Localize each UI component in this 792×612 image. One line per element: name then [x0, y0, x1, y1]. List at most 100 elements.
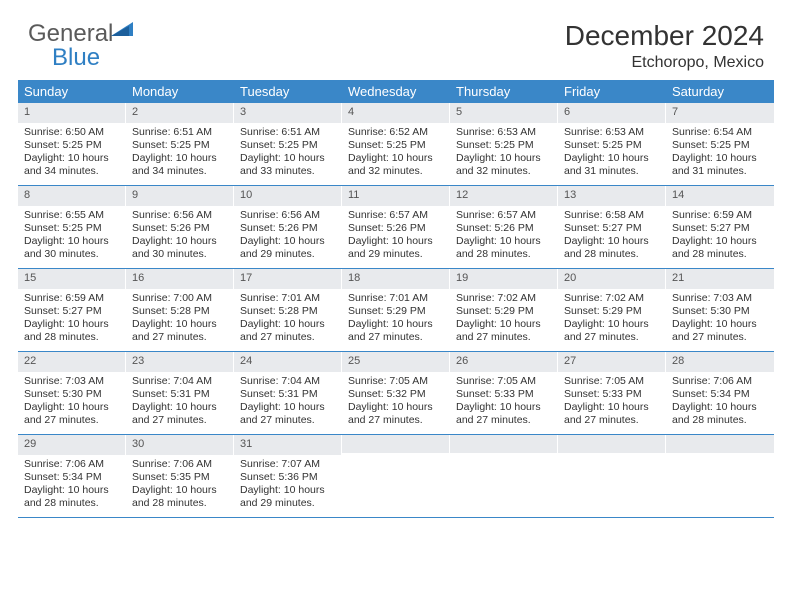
- sunset-text: Sunset: 5:29 PM: [456, 305, 552, 318]
- day-cell: 10Sunrise: 6:56 AMSunset: 5:26 PMDayligh…: [234, 186, 342, 268]
- day-content: Sunrise: 7:06 AMSunset: 5:34 PMDaylight:…: [18, 455, 126, 516]
- day-cell: 13Sunrise: 6:58 AMSunset: 5:27 PMDayligh…: [558, 186, 666, 268]
- day-number: 25: [342, 352, 450, 372]
- daylight-text: and 27 minutes.: [564, 331, 660, 344]
- day-cell: 25Sunrise: 7:05 AMSunset: 5:32 PMDayligh…: [342, 352, 450, 434]
- day-content: Sunrise: 7:02 AMSunset: 5:29 PMDaylight:…: [558, 289, 666, 350]
- daylight-text: Daylight: 10 hours: [672, 318, 768, 331]
- sunset-text: Sunset: 5:30 PM: [672, 305, 768, 318]
- sunrise-text: Sunrise: 7:01 AM: [348, 292, 444, 305]
- sunrise-text: Sunrise: 6:52 AM: [348, 126, 444, 139]
- day-content: Sunrise: 6:51 AMSunset: 5:25 PMDaylight:…: [234, 123, 342, 184]
- daylight-text: Daylight: 10 hours: [240, 401, 336, 414]
- day-content: Sunrise: 7:01 AMSunset: 5:28 PMDaylight:…: [234, 289, 342, 350]
- sunset-text: Sunset: 5:28 PM: [132, 305, 228, 318]
- sunrise-text: Sunrise: 7:05 AM: [348, 375, 444, 388]
- weekday-header: Saturday: [666, 80, 774, 103]
- sunrise-text: Sunrise: 7:03 AM: [24, 375, 120, 388]
- daylight-text: Daylight: 10 hours: [672, 235, 768, 248]
- day-cell: 1Sunrise: 6:50 AMSunset: 5:25 PMDaylight…: [18, 103, 126, 185]
- day-number: 3: [234, 103, 342, 123]
- sunset-text: Sunset: 5:28 PM: [240, 305, 336, 318]
- day-cell: 15Sunrise: 6:59 AMSunset: 5:27 PMDayligh…: [18, 269, 126, 351]
- daylight-text: Daylight: 10 hours: [564, 235, 660, 248]
- day-number: [666, 435, 774, 453]
- sunset-text: Sunset: 5:25 PM: [132, 139, 228, 152]
- daylight-text: and 33 minutes.: [240, 165, 336, 178]
- daylight-text: and 27 minutes.: [240, 331, 336, 344]
- day-number: 17: [234, 269, 342, 289]
- sunrise-text: Sunrise: 6:54 AM: [672, 126, 768, 139]
- sunset-text: Sunset: 5:31 PM: [132, 388, 228, 401]
- sunset-text: Sunset: 5:29 PM: [348, 305, 444, 318]
- sunset-text: Sunset: 5:34 PM: [672, 388, 768, 401]
- day-content: Sunrise: 6:55 AMSunset: 5:25 PMDaylight:…: [18, 206, 126, 267]
- day-cell: 9Sunrise: 6:56 AMSunset: 5:26 PMDaylight…: [126, 186, 234, 268]
- sunset-text: Sunset: 5:25 PM: [24, 222, 120, 235]
- sunrise-text: Sunrise: 6:57 AM: [456, 209, 552, 222]
- day-number: [342, 435, 450, 453]
- week-row: 15Sunrise: 6:59 AMSunset: 5:27 PMDayligh…: [18, 269, 774, 352]
- daylight-text: Daylight: 10 hours: [348, 401, 444, 414]
- daylight-text: and 30 minutes.: [24, 248, 120, 261]
- day-content: Sunrise: 6:58 AMSunset: 5:27 PMDaylight:…: [558, 206, 666, 267]
- daylight-text: Daylight: 10 hours: [564, 401, 660, 414]
- sunrise-text: Sunrise: 7:06 AM: [672, 375, 768, 388]
- day-number: 11: [342, 186, 450, 206]
- daylight-text: Daylight: 10 hours: [132, 152, 228, 165]
- day-content: Sunrise: 7:03 AMSunset: 5:30 PMDaylight:…: [18, 372, 126, 433]
- day-cell: 12Sunrise: 6:57 AMSunset: 5:26 PMDayligh…: [450, 186, 558, 268]
- sunset-text: Sunset: 5:25 PM: [348, 139, 444, 152]
- sunset-text: Sunset: 5:31 PM: [240, 388, 336, 401]
- daylight-text: and 27 minutes.: [132, 331, 228, 344]
- daylight-text: and 32 minutes.: [456, 165, 552, 178]
- weekday-header: Tuesday: [234, 80, 342, 103]
- day-content: Sunrise: 7:00 AMSunset: 5:28 PMDaylight:…: [126, 289, 234, 350]
- day-cell: 31Sunrise: 7:07 AMSunset: 5:36 PMDayligh…: [234, 435, 342, 517]
- day-number: 20: [558, 269, 666, 289]
- day-cell: 22Sunrise: 7:03 AMSunset: 5:30 PMDayligh…: [18, 352, 126, 434]
- sunset-text: Sunset: 5:26 PM: [348, 222, 444, 235]
- day-number: 1: [18, 103, 126, 123]
- day-number: 8: [18, 186, 126, 206]
- weekday-header: Thursday: [450, 80, 558, 103]
- daylight-text: and 28 minutes.: [672, 414, 768, 427]
- day-cell: 23Sunrise: 7:04 AMSunset: 5:31 PMDayligh…: [126, 352, 234, 434]
- sunrise-text: Sunrise: 7:04 AM: [240, 375, 336, 388]
- sunset-text: Sunset: 5:27 PM: [24, 305, 120, 318]
- day-cell: 5Sunrise: 6:53 AMSunset: 5:25 PMDaylight…: [450, 103, 558, 185]
- day-cell: 20Sunrise: 7:02 AMSunset: 5:29 PMDayligh…: [558, 269, 666, 351]
- daylight-text: and 28 minutes.: [24, 497, 120, 510]
- daylight-text: Daylight: 10 hours: [348, 318, 444, 331]
- sunset-text: Sunset: 5:32 PM: [348, 388, 444, 401]
- sunset-text: Sunset: 5:27 PM: [564, 222, 660, 235]
- daylight-text: Daylight: 10 hours: [24, 318, 120, 331]
- location: Etchoropo, Mexico: [565, 54, 764, 72]
- day-number: 12: [450, 186, 558, 206]
- day-number: 29: [18, 435, 126, 455]
- daylight-text: Daylight: 10 hours: [240, 152, 336, 165]
- day-number: 24: [234, 352, 342, 372]
- sunrise-text: Sunrise: 7:04 AM: [132, 375, 228, 388]
- sunrise-text: Sunrise: 6:56 AM: [132, 209, 228, 222]
- weeks-container: 1Sunrise: 6:50 AMSunset: 5:25 PMDaylight…: [18, 103, 774, 518]
- daylight-text: and 27 minutes.: [456, 331, 552, 344]
- day-number: 7: [666, 103, 774, 123]
- day-content: Sunrise: 7:06 AMSunset: 5:35 PMDaylight:…: [126, 455, 234, 516]
- day-content: Sunrise: 7:05 AMSunset: 5:32 PMDaylight:…: [342, 372, 450, 433]
- daylight-text: and 28 minutes.: [456, 248, 552, 261]
- day-number: 15: [18, 269, 126, 289]
- day-number: 28: [666, 352, 774, 372]
- day-content: Sunrise: 6:59 AMSunset: 5:27 PMDaylight:…: [666, 206, 774, 267]
- day-number: 16: [126, 269, 234, 289]
- day-number: 18: [342, 269, 450, 289]
- sunrise-text: Sunrise: 7:05 AM: [564, 375, 660, 388]
- day-number: 31: [234, 435, 342, 455]
- sunset-text: Sunset: 5:34 PM: [24, 471, 120, 484]
- day-content: Sunrise: 6:56 AMSunset: 5:26 PMDaylight:…: [234, 206, 342, 267]
- daylight-text: and 27 minutes.: [672, 331, 768, 344]
- daylight-text: and 27 minutes.: [564, 414, 660, 427]
- month-title: December 2024: [565, 20, 764, 52]
- daylight-text: and 27 minutes.: [348, 414, 444, 427]
- sunset-text: Sunset: 5:35 PM: [132, 471, 228, 484]
